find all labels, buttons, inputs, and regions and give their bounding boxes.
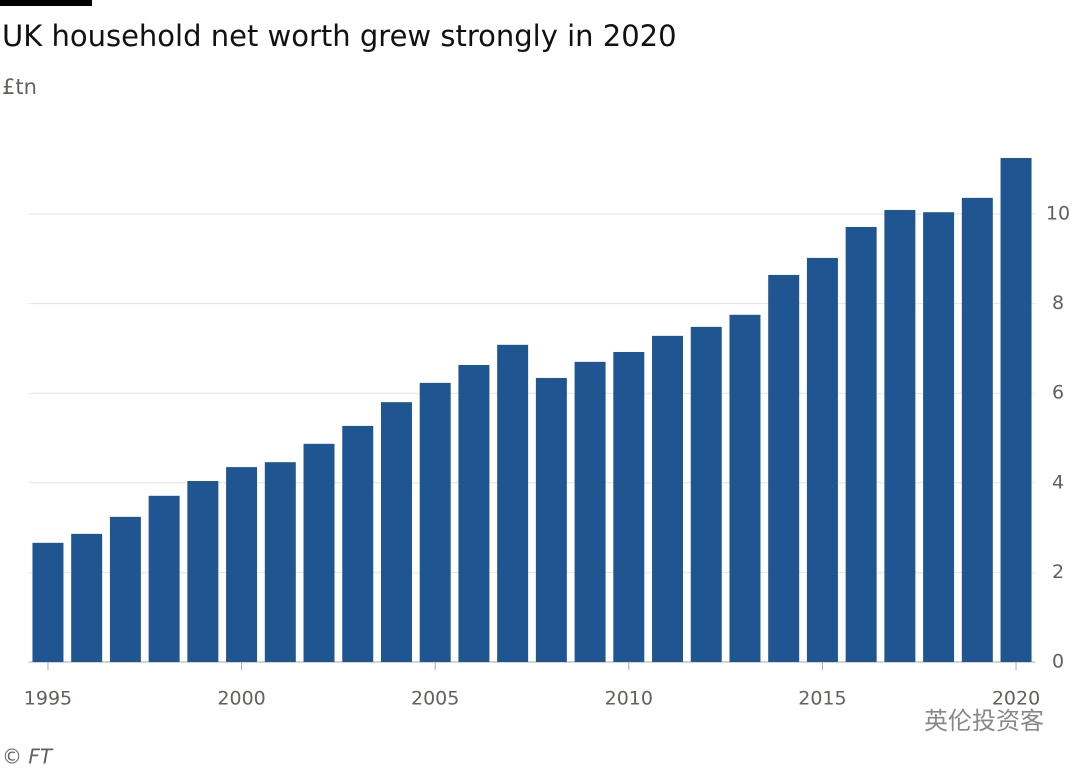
bar — [961, 197, 993, 662]
bar — [574, 361, 606, 662]
bar — [187, 481, 219, 662]
y-tick-label: 10 — [1046, 203, 1070, 225]
y-tick-label: 4 — [1052, 471, 1064, 493]
bar — [109, 516, 141, 662]
bar — [419, 382, 451, 662]
y-tick-label: 6 — [1052, 382, 1064, 404]
bar — [380, 402, 412, 662]
bar — [32, 542, 64, 662]
bar — [845, 226, 877, 662]
brand-bar — [0, 0, 92, 6]
bar — [613, 351, 645, 662]
x-tick-label: 2005 — [411, 688, 459, 710]
bar — [458, 364, 490, 662]
chart-subtitle: £tn — [2, 75, 37, 99]
bar — [148, 495, 180, 662]
bar — [303, 443, 335, 662]
bar — [497, 344, 529, 662]
bar — [1000, 158, 1032, 662]
bar — [768, 274, 800, 662]
x-tick-label: 2015 — [798, 688, 846, 710]
bar — [923, 212, 955, 662]
x-tick-label: 2010 — [605, 688, 653, 710]
bar — [690, 326, 722, 662]
bar — [884, 209, 916, 662]
y-tick-label: 0 — [1052, 651, 1064, 673]
bar — [71, 533, 103, 662]
bar — [535, 377, 567, 662]
bar — [226, 467, 258, 662]
bar — [652, 335, 684, 662]
y-tick-label: 2 — [1052, 561, 1064, 583]
y-tick-label: 8 — [1052, 292, 1064, 314]
bar — [342, 425, 374, 662]
watermark: 英伦投资客 — [924, 707, 1044, 735]
bar — [729, 314, 761, 662]
x-tick-label: 1995 — [24, 688, 72, 710]
source: © FT — [2, 745, 54, 769]
x-tick-label: 2000 — [217, 688, 265, 710]
bar — [806, 257, 838, 662]
bar — [264, 462, 296, 662]
chart-title: UK household net worth grew strongly in … — [2, 19, 677, 53]
x-tick-label: 2020 — [992, 688, 1040, 710]
